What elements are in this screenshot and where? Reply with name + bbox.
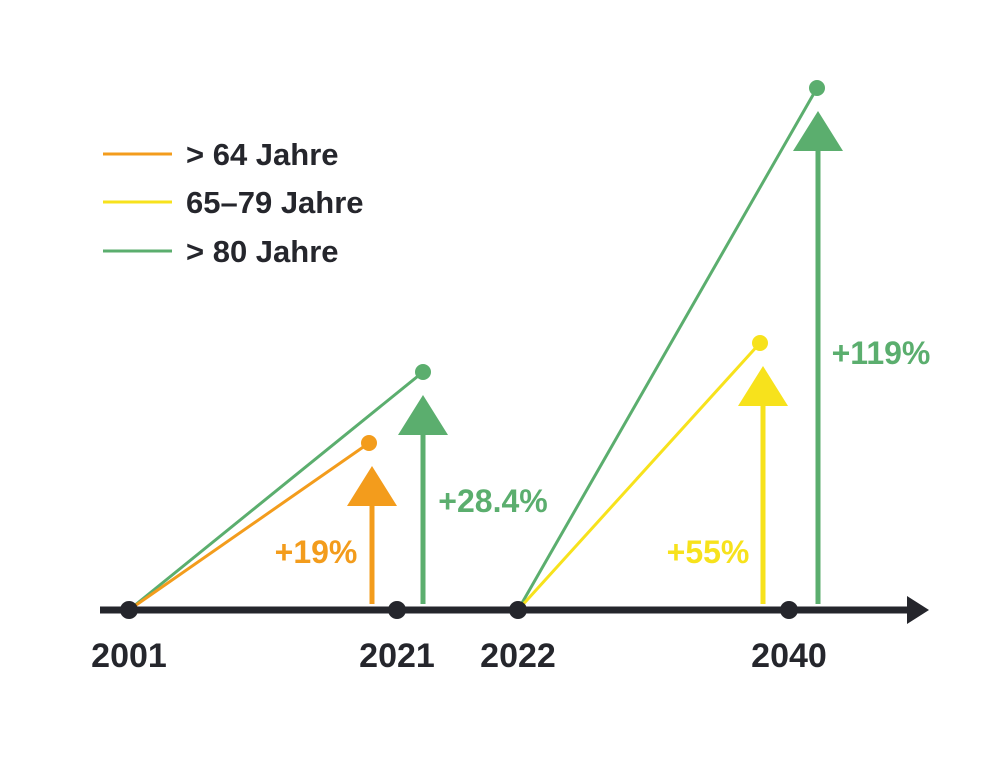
tick-label-2001: 2001 [91,637,167,675]
trend-line-2 [516,341,762,612]
trend-line-1 [128,370,424,612]
tick-label-2040: 2040 [751,637,827,675]
legend-label-over-80: > 80 Jahre [186,234,339,269]
x-ticks: 2001 2021 2022 2040 [91,601,827,675]
axis-arrowhead [907,596,929,624]
x-axis [100,596,929,624]
growth-arrow-head-3 [793,111,843,151]
trend-line-0 [128,441,370,612]
tick-dot-2040 [780,601,798,619]
chart-marks [128,80,843,612]
tick-dot-2022 [509,601,527,619]
endpoint-dot-2 [752,335,768,351]
tick-dot-2021 [388,601,406,619]
endpoint-dot-0 [361,435,377,451]
tick-dot-2001 [120,601,138,619]
endpoint-dot-3 [809,80,825,96]
tick-label-2022: 2022 [480,637,556,675]
growth-label-over-80-2040: +119% [832,335,931,371]
trend-line-3 [516,87,819,611]
growth-label-over-80-2021: +28.4% [438,483,547,519]
growth-label-65-79-2040: +55% [667,534,750,570]
legend-label-over-64: > 64 Jahre [186,137,339,172]
growth-label-over-64-2021: +19% [275,534,358,570]
legend: > 64 Jahre 65–79 Jahre > 80 Jahre [103,137,364,269]
tick-label-2021: 2021 [359,637,435,675]
growth-arrow-head-0 [347,466,397,506]
growth-arrow-head-1 [398,395,448,435]
growth-arrow-head-2 [738,366,788,406]
legend-label-65-79: 65–79 Jahre [186,185,364,220]
endpoint-dot-1 [415,364,431,380]
